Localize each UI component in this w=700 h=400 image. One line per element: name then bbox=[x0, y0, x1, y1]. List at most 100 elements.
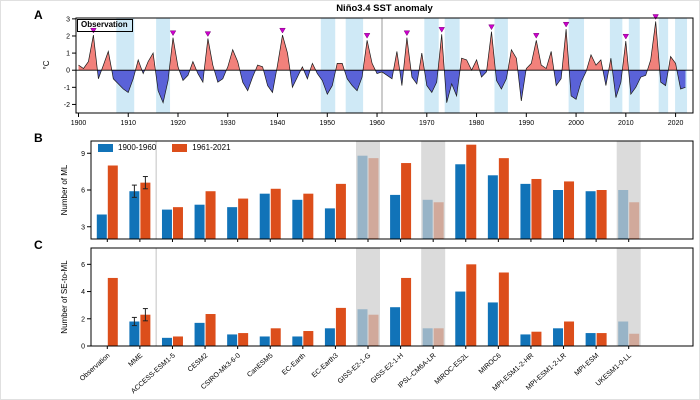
x-tick-label: 1990 bbox=[519, 120, 535, 127]
category-label: EC-Earth3 bbox=[311, 352, 340, 379]
bar-late-period bbox=[303, 193, 314, 239]
bar-late-period bbox=[107, 165, 118, 239]
bar-late-period bbox=[140, 314, 151, 346]
bar-early-period bbox=[324, 328, 335, 346]
bar-late-period bbox=[498, 158, 509, 239]
bar-early-period bbox=[487, 302, 498, 346]
observation-inset-label: Observation bbox=[77, 19, 133, 32]
bar-early-period bbox=[487, 175, 498, 239]
bar-late-period bbox=[270, 328, 281, 346]
bar-early-period bbox=[161, 209, 172, 239]
bar-early-period bbox=[227, 334, 238, 346]
el-nino-marker bbox=[169, 30, 177, 37]
panel-b-label: B bbox=[34, 131, 43, 145]
legend-label-early-period: 1900-1960 bbox=[118, 143, 157, 152]
y-tick-label: 9 bbox=[81, 151, 85, 158]
x-tick-label: 1980 bbox=[469, 120, 485, 127]
bar-early-period bbox=[585, 191, 596, 239]
bar-late-period bbox=[172, 336, 183, 346]
bar-early-period bbox=[324, 208, 335, 239]
y-tick-label: -1 bbox=[64, 85, 70, 92]
x-tick-label: 1970 bbox=[419, 120, 435, 127]
excluded-model-shading bbox=[421, 248, 446, 346]
category-label: EC-Earth bbox=[281, 352, 307, 377]
la-nina-band bbox=[116, 18, 135, 113]
y-tick-label: 1 bbox=[66, 51, 70, 58]
el-nino-marker bbox=[622, 33, 630, 40]
bar-early-period bbox=[455, 164, 466, 239]
el-nino-marker bbox=[533, 33, 540, 39]
category-label: CanESM5 bbox=[246, 352, 274, 379]
x-tick-label: 1960 bbox=[369, 120, 385, 127]
bar-late-period bbox=[172, 207, 183, 239]
category-label: GISS-E2-1-H bbox=[370, 352, 405, 385]
la-nina-band bbox=[628, 18, 640, 113]
bar-late-period bbox=[466, 144, 477, 239]
bar-late-period bbox=[531, 331, 542, 346]
y-tick-label: 3 bbox=[81, 224, 85, 231]
el-nino-marker bbox=[562, 21, 570, 28]
category-label: Observation bbox=[79, 352, 112, 383]
x-tick-label: 1910 bbox=[120, 120, 136, 127]
y-tick-label: 2 bbox=[66, 33, 70, 40]
el-nino-marker bbox=[488, 24, 495, 31]
y-tick-label: 3 bbox=[66, 16, 70, 23]
x-tick-label: 1940 bbox=[270, 120, 286, 127]
bar-late-period bbox=[564, 181, 575, 239]
y-tick-label: -2 bbox=[64, 102, 70, 109]
x-tick-label: 2010 bbox=[618, 120, 634, 127]
celsius-axis-label: °C bbox=[42, 60, 51, 70]
bar-late-period bbox=[303, 331, 314, 346]
bar-late-period bbox=[140, 182, 151, 239]
excluded-model-shading bbox=[616, 141, 641, 239]
el-nino-marker bbox=[204, 31, 212, 37]
panel-a-label: A bbox=[34, 8, 43, 22]
bar-late-period bbox=[401, 277, 412, 346]
y-tick-label: 4 bbox=[81, 289, 85, 296]
ml-axis-label: Number of ML bbox=[60, 164, 69, 216]
category-label: UKESM1-0-LL bbox=[595, 352, 633, 387]
el-nino-marker bbox=[363, 33, 371, 39]
sst-positive-area bbox=[78, 21, 686, 71]
bar-early-period bbox=[96, 214, 107, 239]
y-tick-label: 6 bbox=[81, 188, 85, 195]
figure-title: Niño3.4 SST anomaly bbox=[336, 3, 433, 14]
bar-early-period bbox=[227, 207, 238, 239]
bar-early-period bbox=[585, 333, 596, 346]
bar-early-period bbox=[129, 191, 140, 239]
x-tick-label: 2020 bbox=[668, 120, 684, 127]
bar-late-period bbox=[238, 333, 249, 346]
y-tick-label: 0 bbox=[66, 68, 70, 75]
bar-early-period bbox=[520, 183, 531, 239]
el-nino-marker bbox=[279, 27, 286, 34]
sst-series-line bbox=[78, 21, 686, 104]
plot-frame bbox=[75, 17, 694, 114]
bar-early-period bbox=[161, 337, 172, 346]
bar-early-period bbox=[292, 199, 303, 239]
bar-late-period bbox=[335, 183, 346, 239]
legend-swatch-early-period bbox=[98, 144, 113, 152]
x-tick-label: 1920 bbox=[170, 120, 186, 127]
category-label: MIROC-ES2L bbox=[434, 352, 471, 386]
category-label: CESM2 bbox=[187, 352, 210, 373]
el-nino-marker bbox=[403, 30, 411, 37]
la-nina-band bbox=[675, 18, 688, 113]
x-tick-label: 2000 bbox=[568, 120, 584, 127]
legend-label-late-period: 1961-2021 bbox=[192, 143, 231, 152]
el-nino-marker bbox=[652, 14, 659, 20]
la-nina-band bbox=[494, 18, 508, 113]
category-label: MIROC6 bbox=[478, 352, 503, 375]
excluded-model-shading bbox=[356, 248, 380, 346]
bar-late-period bbox=[466, 264, 477, 346]
la-nina-band bbox=[320, 18, 336, 113]
bar-early-period bbox=[455, 291, 466, 346]
el-nino-marker bbox=[438, 27, 445, 33]
excluded-model-shading bbox=[421, 141, 446, 239]
bar-late-period bbox=[205, 314, 216, 346]
bar-early-period bbox=[390, 307, 401, 346]
bar-late-period bbox=[270, 188, 281, 239]
category-label: GISS-E2-1-G bbox=[337, 352, 373, 385]
bar-early-period bbox=[194, 322, 205, 346]
bar-early-period bbox=[292, 336, 303, 346]
excluded-model-shading bbox=[356, 141, 380, 239]
